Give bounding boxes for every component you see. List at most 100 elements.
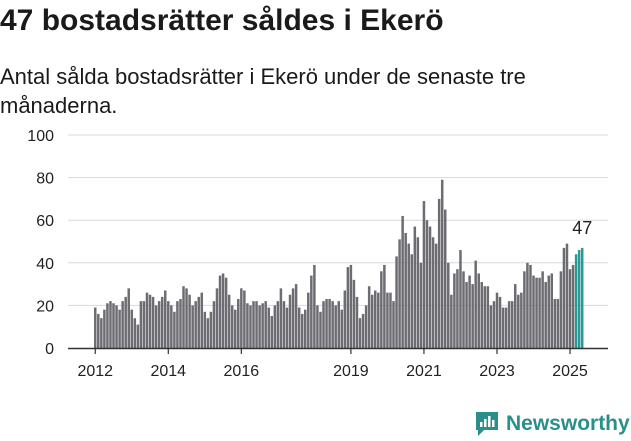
bar xyxy=(164,290,167,348)
bar xyxy=(355,296,359,348)
bar xyxy=(307,292,310,348)
bar xyxy=(346,267,350,348)
bar xyxy=(486,286,490,348)
bar xyxy=(200,292,204,348)
bar xyxy=(182,286,185,348)
y-tick-label: 60 xyxy=(36,213,54,230)
bar xyxy=(227,294,231,348)
bar xyxy=(386,292,389,348)
last-value-annotation: 47 xyxy=(572,218,592,238)
bar xyxy=(273,305,277,348)
bar xyxy=(130,309,134,348)
bar xyxy=(179,299,182,348)
bar-highlight xyxy=(580,247,584,348)
bar xyxy=(167,301,170,348)
bar xyxy=(160,296,164,348)
bar xyxy=(285,307,289,348)
bar xyxy=(437,198,441,348)
bar xyxy=(176,301,179,348)
bar xyxy=(206,318,210,348)
bar xyxy=(541,271,544,348)
bar xyxy=(559,271,563,348)
bar xyxy=(267,307,270,348)
bar xyxy=(562,247,566,348)
bar xyxy=(425,220,429,348)
bar xyxy=(127,288,130,348)
bar xyxy=(112,303,115,348)
bar xyxy=(465,281,468,348)
x-tick-label: 2016 xyxy=(224,363,260,380)
bar xyxy=(343,290,347,348)
x-tick-label: 2021 xyxy=(406,363,442,380)
bar xyxy=(453,273,456,348)
brand-name: Newsworthy xyxy=(506,412,630,435)
bar xyxy=(395,256,398,348)
bar xyxy=(389,292,392,348)
bar xyxy=(398,239,401,348)
bar xyxy=(337,301,340,348)
bar xyxy=(431,237,435,348)
bar xyxy=(185,288,188,348)
bar xyxy=(523,271,526,348)
bar xyxy=(288,294,292,348)
bar xyxy=(191,305,194,348)
bar xyxy=(230,305,234,348)
bar xyxy=(221,273,225,348)
bar xyxy=(203,311,207,348)
y-tick-label: 0 xyxy=(45,341,54,358)
x-tick-label: 2025 xyxy=(552,363,588,380)
bar xyxy=(136,324,140,348)
bar xyxy=(358,318,362,348)
bar xyxy=(319,311,322,348)
bar xyxy=(215,288,219,348)
bar xyxy=(520,292,523,348)
bar xyxy=(498,296,502,348)
bar-highlight xyxy=(577,250,581,348)
bar xyxy=(529,264,532,348)
bar xyxy=(434,243,438,348)
bar xyxy=(568,269,572,348)
bar xyxy=(471,284,474,348)
bar xyxy=(334,305,337,348)
bar xyxy=(331,301,334,348)
bar xyxy=(276,301,280,348)
bar xyxy=(145,292,149,348)
bar xyxy=(106,303,109,348)
bar xyxy=(103,309,106,348)
bar xyxy=(553,299,557,348)
bar xyxy=(550,273,554,348)
bar xyxy=(294,284,298,348)
bar xyxy=(501,307,505,348)
bar xyxy=(507,301,511,348)
bar xyxy=(188,294,191,348)
bar xyxy=(328,299,331,348)
bar xyxy=(151,296,155,348)
annotations: 47 xyxy=(572,218,592,238)
bar xyxy=(249,305,252,348)
bar xyxy=(374,290,377,348)
bar xyxy=(264,301,267,348)
bar xyxy=(291,288,295,348)
bar xyxy=(444,209,447,348)
bar xyxy=(218,275,222,348)
bar xyxy=(462,271,465,348)
bar xyxy=(170,305,173,348)
bar xyxy=(367,286,371,348)
bar xyxy=(139,301,143,348)
chart-subtitle: Antal sålda bostadsrätter i Ekerö under … xyxy=(0,64,526,118)
bar xyxy=(261,303,264,348)
bar xyxy=(224,277,228,348)
bar xyxy=(124,296,127,348)
bar xyxy=(212,301,216,348)
bar xyxy=(361,313,365,348)
bar xyxy=(535,277,538,348)
y-tick-label: 40 xyxy=(36,256,54,273)
bar xyxy=(547,275,550,348)
bar xyxy=(133,318,137,348)
bar xyxy=(459,250,462,348)
bar xyxy=(197,296,200,348)
bar xyxy=(383,264,386,348)
bar xyxy=(109,301,112,348)
bar xyxy=(447,262,450,348)
bar xyxy=(240,288,243,348)
